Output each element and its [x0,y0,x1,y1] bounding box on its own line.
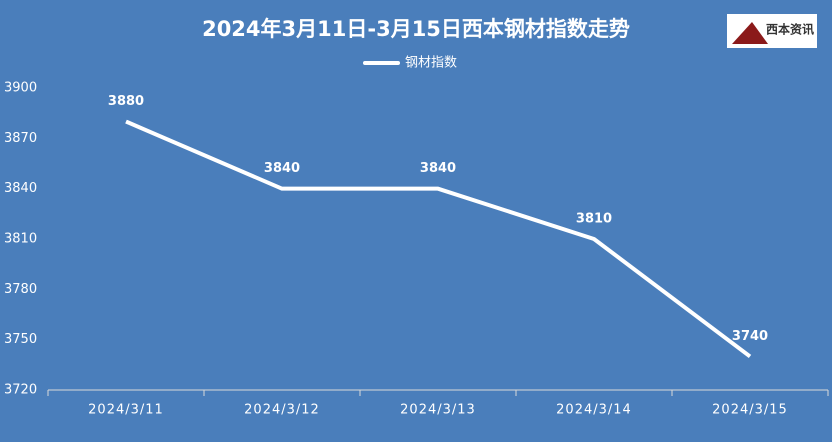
y-tick-label: 3900 [4,81,37,96]
legend-label: 钢材指数 [405,56,457,71]
y-tick-label: 3810 [4,232,37,247]
x-tick-label: 2024/3/11 [88,403,164,418]
data-label: 3740 [732,329,768,344]
data-label: 3880 [108,94,144,109]
x-tick-label: 2024/3/13 [400,403,476,418]
x-tick-label: 2024/3/12 [244,403,320,418]
x-tick-label: 2024/3/15 [712,403,788,418]
chart-title: 2024年3月11日-3月15日西本钢材指数走势 [202,17,630,41]
y-tick-label: 3720 [4,383,37,398]
y-tick-label: 3870 [4,131,37,146]
data-label: 3810 [576,212,612,227]
y-tick-label: 3840 [4,181,37,196]
data-label: 3840 [264,161,300,176]
data-label: 3840 [420,161,456,176]
y-tick-label: 3780 [4,282,37,297]
y-tick-label: 3750 [4,332,37,347]
x-tick-label: 2024/3/14 [556,403,632,418]
logo-icon [732,22,768,44]
logo: 西本资讯 [727,14,817,48]
series-line [125,119,752,359]
logo-text: 西本资讯 [766,22,814,37]
